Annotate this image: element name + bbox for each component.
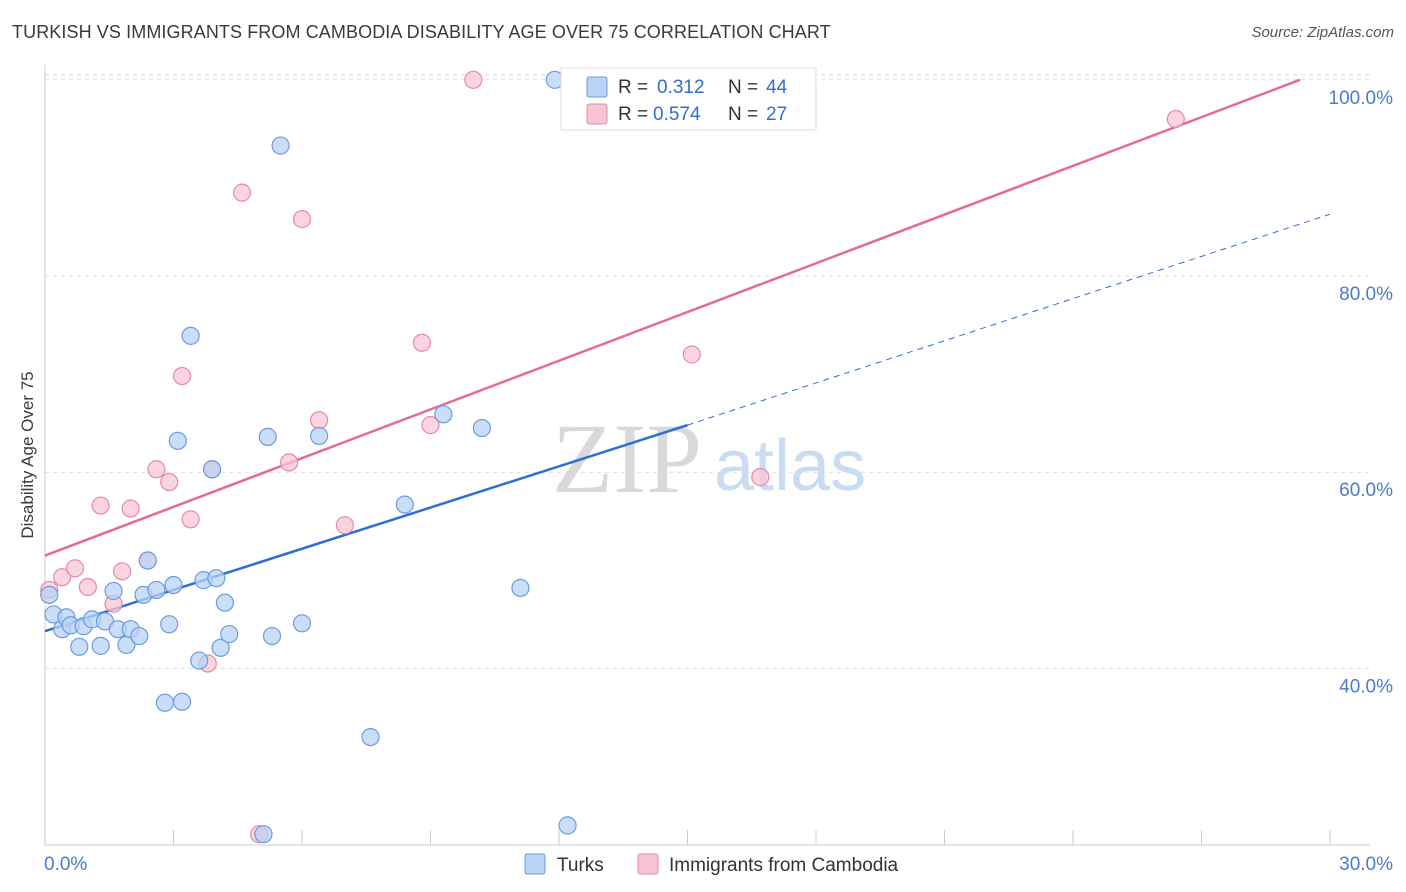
trend-line-cambodia [44,78,1301,557]
data-point-cambodia [181,510,200,529]
bottom-legend-swatch-turks [524,853,546,875]
legend-n-value-turks: 44 [766,77,788,98]
bottom-legend-label-turks: Turks [557,855,604,876]
bottom-legend: Turks Immigrants from Cambodia [524,853,899,876]
data-point-turks [91,636,110,655]
data-point-cambodia [421,416,440,435]
data-point-turks [511,578,530,598]
grid [45,74,1370,669]
series-turks-points [40,70,577,844]
legend-r-label-turks: R = [618,77,648,98]
data-point-cambodia [232,183,252,202]
data-point-turks [104,581,123,601]
data-point-turks [361,727,380,747]
data-point-turks [160,615,179,634]
data-point-turks [215,593,234,612]
data-point-turks [172,692,192,711]
data-point-turks [271,136,290,155]
y-tick-label: 40.0% [1339,676,1393,697]
data-point-cambodia [147,460,166,479]
data-point-turks [164,575,183,595]
y-tick-label: 60.0% [1339,480,1393,501]
chart-title: TURKISH VS IMMIGRANTS FROM CAMBODIA DISA… [12,22,831,42]
data-point-turks [155,693,175,712]
legend-n-label-cambodia: N = [728,104,758,125]
data-point-turks [262,626,282,646]
data-point-cambodia [751,468,770,487]
legend-r-label-cambodia: R = [618,104,648,125]
legend-n-value-cambodia: 27 [766,104,787,125]
y-tick-label: 100.0% [1329,88,1394,109]
data-point-turks [181,326,200,345]
data-point-turks [258,427,277,446]
data-point-cambodia [172,366,192,386]
data-point-turks [310,426,329,446]
data-point-turks [190,651,209,670]
data-point-cambodia [91,496,110,515]
y-axis-title: Disability Age Over 75 [18,371,37,538]
data-point-cambodia [160,472,179,492]
data-point-cambodia [280,453,299,472]
data-point-cambodia [112,562,132,581]
legend: R = 0.312 N = 44 R = 0.574 N = 27 [560,67,817,131]
data-point-cambodia [121,499,140,518]
data-point-turks [147,580,166,600]
watermark-atlas: atlas [714,426,866,506]
data-point-turks [292,614,312,633]
data-point-turks [211,638,230,657]
data-point-turks [395,495,414,514]
x-tick-label-min: 0.0% [44,854,87,875]
data-point-cambodia [292,210,312,229]
bottom-legend-label-cambodia: Immigrants from Cambodia [669,855,899,876]
data-point-turks [220,624,239,644]
legend-swatch-turks [586,76,608,98]
data-point-turks [70,637,89,656]
legend-r-value-turks: 0.312 [657,77,705,98]
legend-swatch-cambodia [586,103,608,125]
data-point-turks [434,405,453,424]
watermark-zip: ZIP [552,403,702,514]
data-point-cambodia [65,559,85,578]
legend-n-label-turks: N = [728,77,758,98]
data-point-cambodia [53,568,72,587]
trend-line-turks-extension [687,213,1331,426]
data-point-turks [472,418,491,438]
data-point-cambodia [335,516,354,535]
data-point-turks [207,569,226,588]
source-label: Source: ZipAtlas.com [1251,24,1394,41]
data-point-turks [130,626,149,646]
data-point-turks [558,816,577,835]
data-point-cambodia [412,333,432,352]
x-tick-label-max: 30.0% [1339,854,1393,875]
data-point-turks [138,551,157,570]
data-point-cambodia [464,70,483,89]
data-point-turks [202,460,222,479]
data-point-cambodia [1166,109,1185,129]
data-point-cambodia [310,411,329,430]
data-point-turks [168,431,187,450]
axes [44,65,1370,846]
y-tick-labels: 40.0% 60.0% 80.0% 100.0% [1329,88,1394,698]
data-point-turks [40,585,59,604]
legend-r-value-cambodia: 0.574 [653,104,701,125]
data-point-cambodia [78,577,97,597]
data-point-cambodia [682,345,701,364]
bottom-legend-swatch-cambodia [637,853,659,875]
y-tick-label: 80.0% [1339,284,1393,305]
data-point-turks [254,825,273,844]
